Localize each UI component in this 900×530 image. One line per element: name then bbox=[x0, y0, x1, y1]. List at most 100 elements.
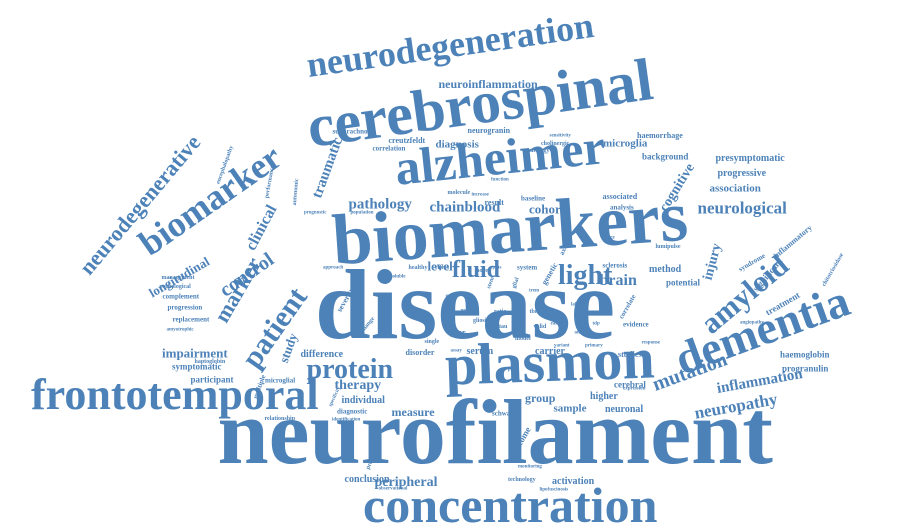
cloud-word-disorder: disorder bbox=[405, 348, 435, 357]
cloud-word-csf: csf bbox=[467, 370, 473, 376]
cloud-word-relationship: relationship bbox=[264, 416, 296, 422]
cloud-word-peripheral: peripheral bbox=[374, 475, 438, 490]
cloud-word-amyotrophic: amyotrophic bbox=[166, 327, 194, 333]
cloud-word-valid: valid bbox=[533, 324, 547, 330]
cloud-word-neurofilament: neurofilament bbox=[217, 381, 773, 483]
cloud-word-result: result bbox=[484, 198, 504, 207]
cloud-word-individual: individual bbox=[341, 395, 385, 406]
cloud-word-label: label bbox=[571, 302, 582, 308]
cloud-word-gliosis: gliosis bbox=[473, 318, 489, 324]
cloud-word-complement: complement bbox=[162, 292, 200, 301]
cloud-word-injury: injury bbox=[700, 241, 725, 282]
cloud-word-effect: effect bbox=[435, 265, 449, 271]
cloud-word-lumipulse: lumipulse bbox=[655, 244, 681, 250]
cloud-word-haptoglobin: haptoglobin bbox=[194, 359, 226, 365]
cloud-word-molecule: molecule bbox=[447, 190, 471, 196]
cloud-word-neuron: neuron bbox=[460, 308, 476, 314]
cloud-word-age: age bbox=[607, 235, 615, 241]
cloud-word-chainblood: chainblood bbox=[429, 199, 501, 216]
cloud-word-primary: primary bbox=[585, 343, 603, 349]
cloud-word-lipofuscinosis: lipofuscinosis bbox=[539, 487, 569, 493]
cloud-word-method: method bbox=[649, 264, 682, 275]
cloud-word-function: function bbox=[491, 177, 509, 183]
cloud-word-cerebral: cerebral bbox=[614, 379, 646, 390]
cloud-word-group: group bbox=[525, 391, 556, 405]
cloud-word-diagnostic: diagnostic bbox=[337, 407, 368, 416]
cloud-word-sample: sample bbox=[553, 402, 587, 415]
cloud-word-ptau: ptau bbox=[508, 367, 518, 373]
cloud-word-subarachnoid: subarachnoid bbox=[332, 127, 374, 136]
cloud-word-neurology: neurology bbox=[524, 148, 550, 154]
cloud-word-monitoring: monitoring bbox=[518, 464, 542, 470]
cloud-word-presymptomatic: presymptomatic bbox=[715, 153, 785, 164]
cloud-word-healthy: healthy bbox=[408, 265, 428, 271]
cloud-word-clinical: clinical bbox=[242, 202, 281, 254]
cloud-word-identification: identification bbox=[332, 417, 361, 423]
cloud-word-cohort: cohort bbox=[529, 201, 566, 217]
cloud-word-impairment: impairment bbox=[162, 345, 228, 361]
cloud-word-potential: potential bbox=[666, 277, 701, 288]
cloud-word-assay: assay bbox=[450, 348, 462, 354]
cloud-word-diagnosis: diagnosis bbox=[435, 138, 479, 151]
cloud-word-difference: difference bbox=[300, 349, 344, 360]
cloud-word-associated: associated bbox=[602, 192, 638, 201]
cloud-word-observational: observational bbox=[378, 486, 408, 492]
cloud-word-conclusion: conclusion bbox=[344, 474, 390, 485]
cloud-word-neurological: neurological bbox=[697, 198, 787, 218]
cloud-word-haemoglobin: haemoglobin bbox=[780, 349, 830, 360]
cloud-word-plus: plus bbox=[492, 265, 502, 271]
cloud-word-background: background bbox=[642, 151, 689, 162]
cloud-word-trem: trem bbox=[529, 288, 540, 294]
cloud-word-time: time bbox=[445, 294, 455, 300]
cloud-word-progranulin: progranulin bbox=[782, 363, 829, 374]
cloud-word-tau: tau bbox=[499, 324, 508, 330]
cloud-word-increase: increase bbox=[471, 192, 489, 198]
cloud-word-carrier: carrier bbox=[535, 346, 565, 357]
cloud-word-single: single bbox=[424, 339, 440, 345]
cloud-word-autonomic: autonomic bbox=[291, 178, 301, 206]
cloud-word-protein: protein bbox=[306, 354, 394, 385]
cloud-word-symptomatic: symptomatic bbox=[172, 361, 222, 372]
cloud-word-sclerosis: sclerosis bbox=[602, 261, 628, 270]
cloud-word-year: year bbox=[450, 328, 466, 337]
cloud-word-analysis: analysis bbox=[610, 203, 634, 212]
cloud-word-sensitivity: sensitivity bbox=[549, 133, 571, 139]
cloud-word-therapy: therapy bbox=[334, 378, 382, 393]
cloud-word-haemorrhage: haemorrhage bbox=[637, 131, 683, 140]
cloud-word-technology: technology bbox=[508, 477, 536, 483]
cloud-word-prognostic: prognostic bbox=[304, 210, 327, 216]
cloud-word-ratio: ratio bbox=[494, 309, 507, 315]
cloud-word-system: system bbox=[517, 263, 538, 272]
cloud-word-fluid: fluid bbox=[452, 257, 501, 283]
cloud-word-concentration: concentration bbox=[363, 477, 658, 530]
cloud-word-novel: novel bbox=[476, 268, 490, 274]
cloud-word-microglia: microglia bbox=[603, 137, 648, 150]
cloud-word-neuroinflammation: neuroinflammation bbox=[438, 77, 538, 91]
cloud-word-correlation: correlation bbox=[372, 144, 406, 153]
cloud-word-expression: expression bbox=[623, 386, 646, 392]
cloud-word-creutzfeldt: creutzfeldt bbox=[388, 136, 426, 145]
cloud-word-tbi: tbi bbox=[529, 309, 537, 315]
cloud-word-association: association bbox=[709, 182, 761, 195]
cloud-word-evidence: evidence bbox=[623, 320, 649, 329]
cloud-word-brain: brain bbox=[599, 272, 637, 289]
cloud-word-activation: activation bbox=[552, 476, 595, 487]
cloud-word-marker: marker bbox=[208, 252, 267, 327]
cloud-word-pathological: pathological bbox=[159, 284, 191, 290]
cloud-word-higher: higher bbox=[590, 391, 618, 402]
cloud-word-measure: measure bbox=[391, 405, 435, 419]
cloud-word-schwann: schwann bbox=[492, 409, 519, 418]
cloud-word-population: population bbox=[350, 210, 374, 216]
cloud-word-progressive: progressive bbox=[717, 168, 767, 179]
cloud-word-soluble: soluble bbox=[390, 274, 406, 280]
cloud-word-studies: studies bbox=[618, 350, 642, 359]
cloud-word-pathology: pathology bbox=[348, 196, 412, 213]
cloud-word-variant: variant bbox=[554, 343, 570, 349]
cloud-word-neuronal: neuronal bbox=[605, 404, 644, 415]
cloud-word-level: level bbox=[427, 258, 453, 274]
cloud-word-microglial: microglial bbox=[265, 376, 296, 385]
cloud-word-model: model bbox=[515, 336, 531, 342]
cloud-word-onset: onset bbox=[574, 330, 586, 336]
cloud-word-response: response bbox=[641, 340, 661, 346]
